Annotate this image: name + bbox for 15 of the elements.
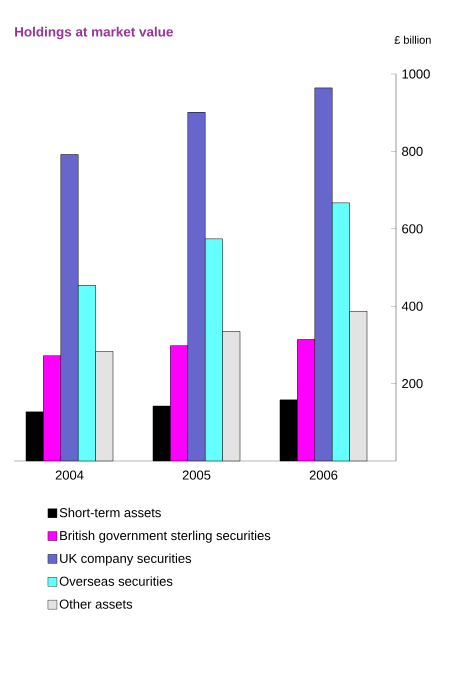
x-tick-label: 2004 — [56, 470, 84, 480]
y-tick-label: 600 — [402, 224, 423, 234]
y-axis-title: £ billion — [394, 36, 431, 44]
y-tick-label: 1000 — [402, 69, 430, 79]
legend-label: British government sterling securities — [60, 530, 270, 543]
y-tick-label: 400 — [402, 302, 423, 311]
y-tick-label: 200 — [402, 379, 423, 388]
legend-label: UK company securities — [60, 553, 192, 566]
legend-label: Other assets — [60, 599, 132, 609]
legend-label: Short-term assets — [60, 508, 161, 518]
chart-title: Holdings at market value — [15, 26, 173, 40]
x-tick-label: 2006 — [310, 470, 338, 480]
legend-label: Overseas securities — [60, 576, 172, 586]
y-tick-label: 800 — [402, 146, 423, 156]
x-tick-label: 2005 — [182, 470, 210, 480]
